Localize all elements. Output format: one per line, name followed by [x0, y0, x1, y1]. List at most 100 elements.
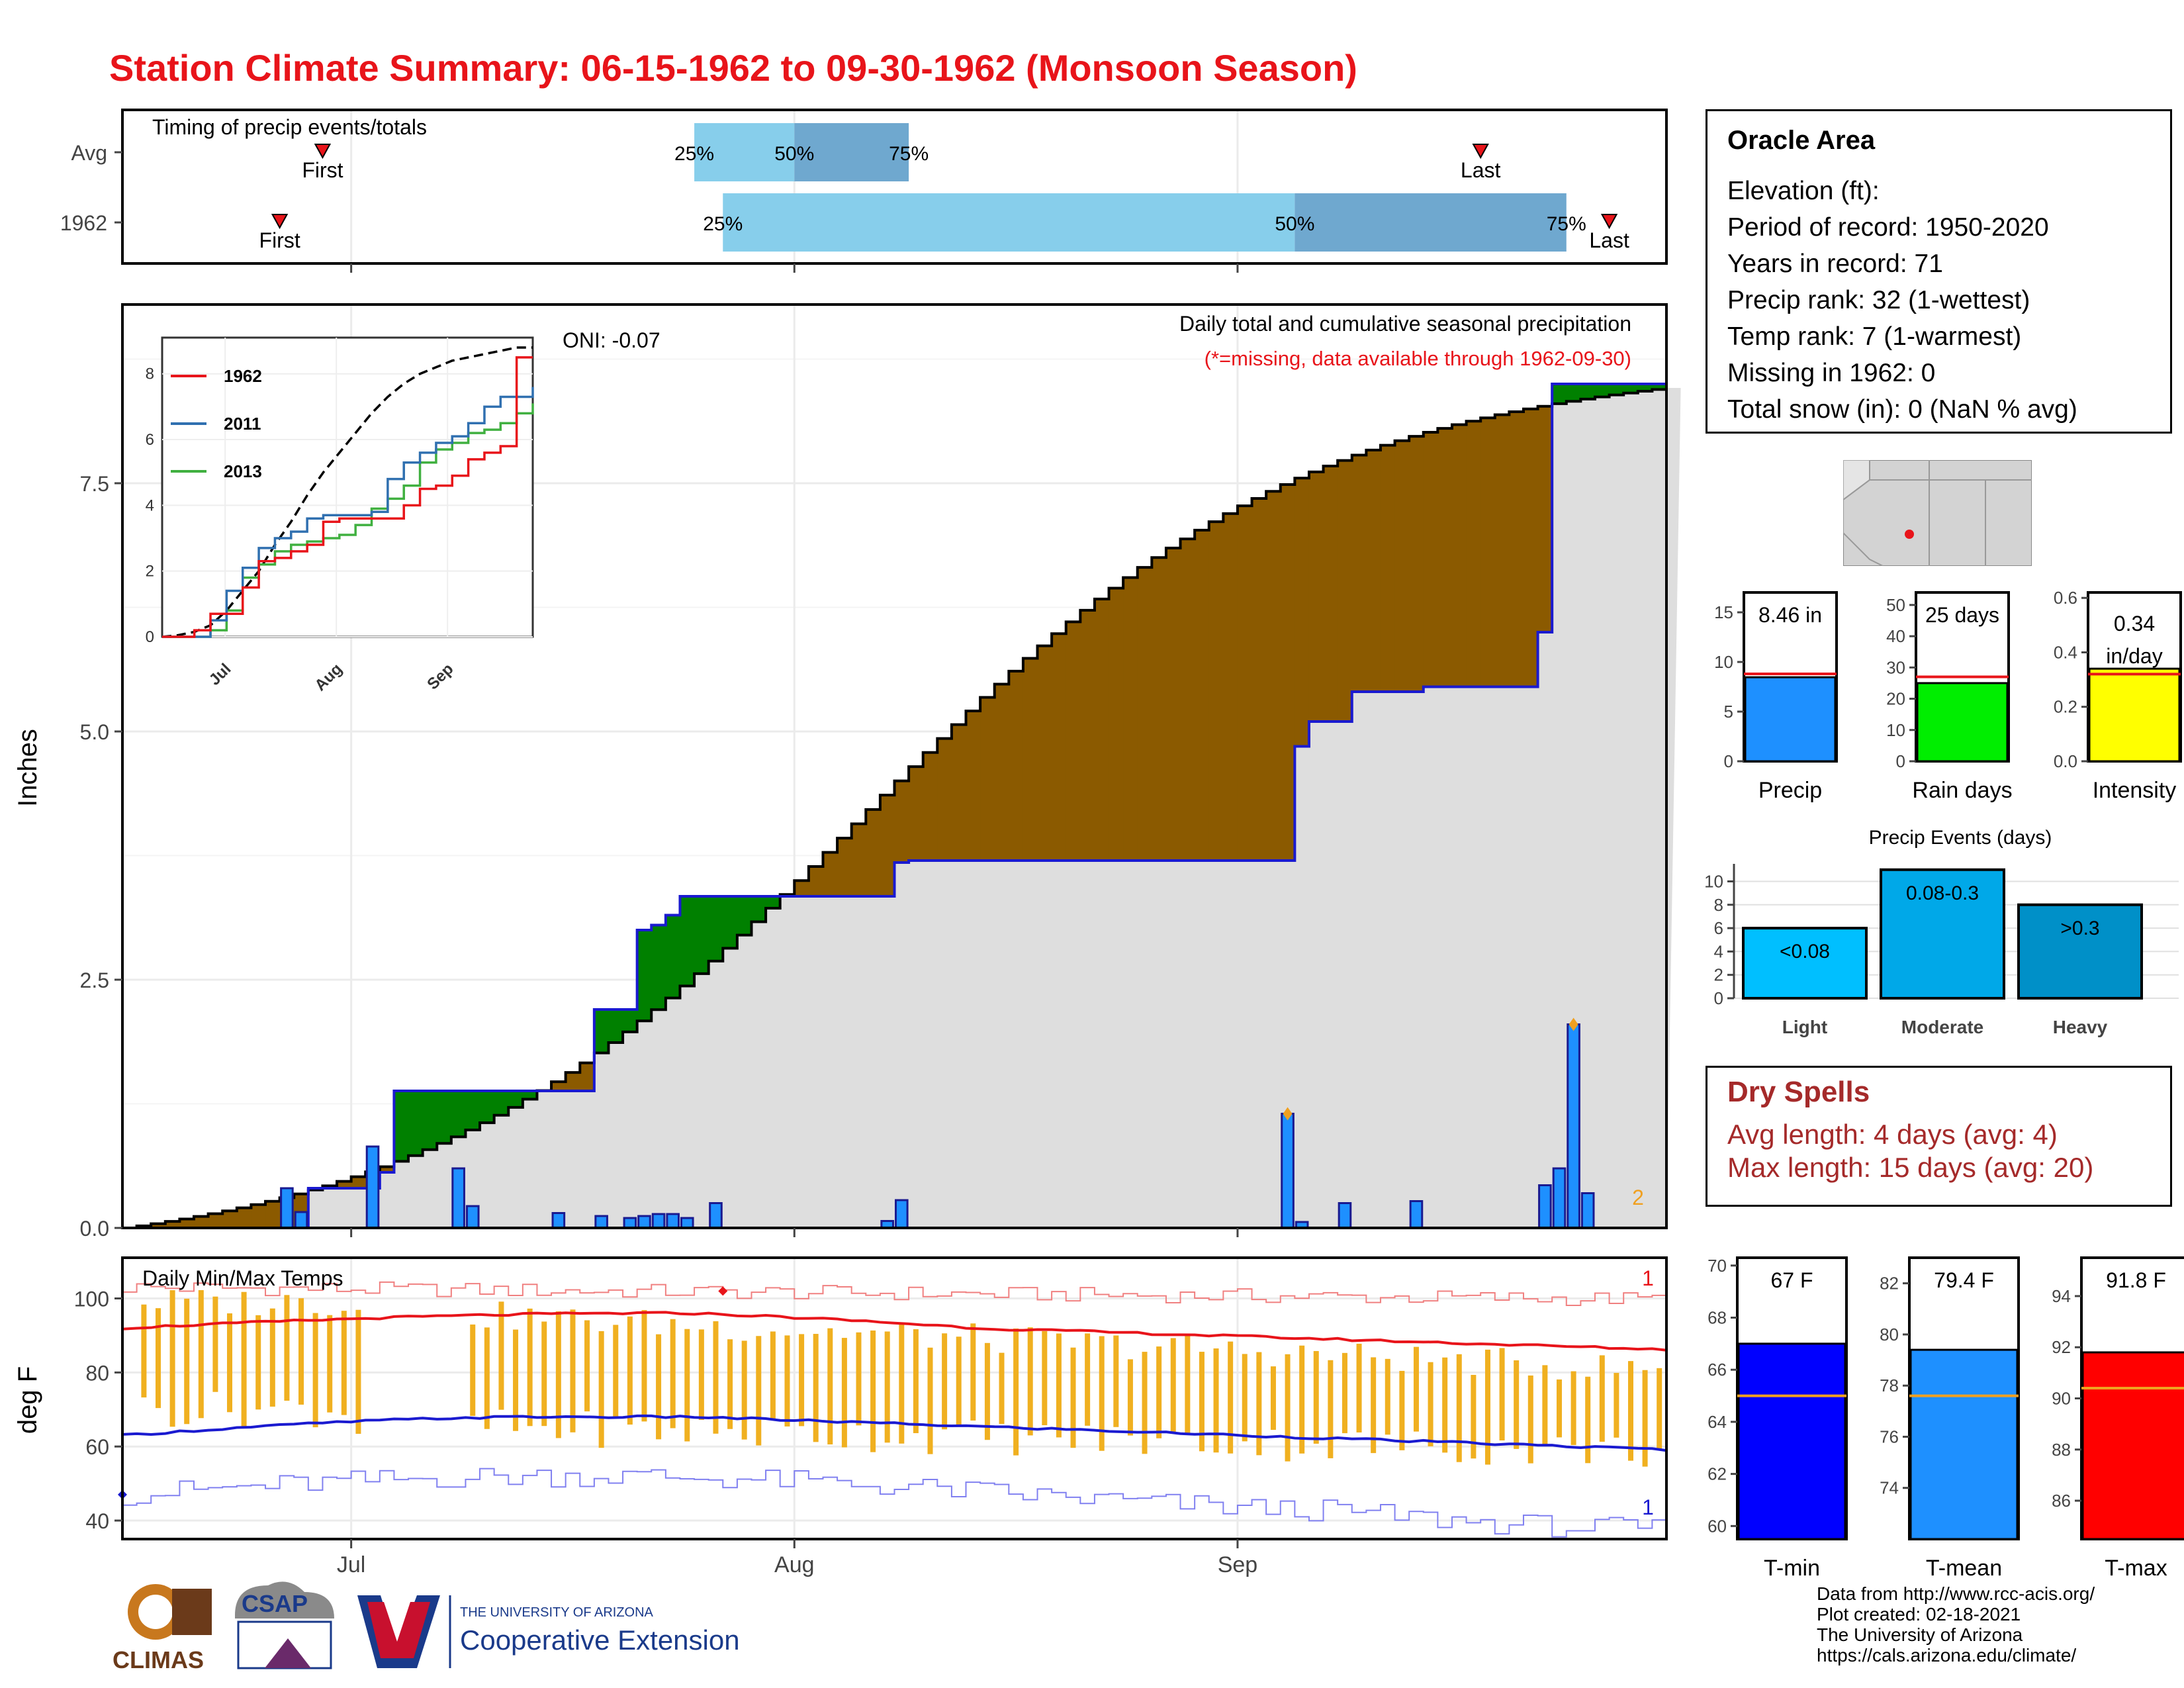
deficit-band: [1394, 440, 1410, 692]
timing-q75-label: 75%: [889, 143, 929, 165]
mini-bar-tick-label: 0: [1724, 751, 1733, 771]
daily-temp-bar: [484, 1327, 490, 1429]
timing-row-label: 1962: [60, 211, 107, 235]
inset-frame: [161, 336, 534, 638]
deficit-band: [794, 880, 809, 896]
first-marker: [314, 144, 332, 160]
daily-temp-bar: [913, 1329, 919, 1433]
temp-bar-value: [2081, 1351, 2184, 1540]
daily-temp-bar: [1328, 1360, 1334, 1458]
deficit-band: [1295, 478, 1310, 747]
temp-bar-charts: 67 F 60 62 64 66 68 70 T-min 79.4 F 74 76 78 80 82 T-m…: [1707, 1256, 2184, 1581]
mini-bar-value-label: 25 days: [1925, 603, 1999, 627]
temp-bar-tick-label: 76: [1880, 1427, 1899, 1446]
event-bar-label: 0.08-0.3: [1906, 882, 1979, 904]
daily-temp-bar: [1299, 1345, 1305, 1454]
daily-temp-bar: [1027, 1327, 1033, 1436]
deficit-band: [165, 1221, 181, 1228]
inset-y-tick-label: 4: [146, 496, 154, 514]
daily-precip-bar: [1580, 1192, 1595, 1229]
station-line: Precip rank: 32 (1-wettest): [1727, 286, 2030, 314]
daily-temp-bar: [141, 1304, 147, 1398]
daily-temp-bar: [1042, 1331, 1048, 1426]
daily-temp-bar: [527, 1308, 533, 1427]
daily-temp-bar: [284, 1295, 290, 1401]
x-tick-label: Aug: [774, 1552, 815, 1577]
deficit-band: [1195, 530, 1210, 861]
temp-y-axis-label: deg F: [13, 1366, 42, 1434]
average-cumulative-line: [122, 388, 1668, 1229]
daily-temp-bar: [942, 1333, 948, 1430]
mini-bar-tick-label: 0.0: [2054, 751, 2077, 771]
deficit-band: [1451, 424, 1467, 687]
temp-bar-label: T-min: [1764, 1556, 1820, 1581]
daily-temp-bar: [627, 1316, 633, 1425]
daily-precip-bar: [1538, 1184, 1552, 1229]
deficit-band: [1066, 622, 1081, 861]
deficit-band: [1023, 658, 1038, 861]
events-tick-label: 0: [1714, 988, 1723, 1008]
temp-bar-tick-label: 70: [1707, 1256, 1727, 1276]
daily-temp-bar: [670, 1319, 676, 1429]
temp-bar-label: T-mean: [1926, 1556, 2002, 1581]
daily-temp-bar: [1013, 1328, 1019, 1456]
station-line: Total snow (in): 0 (NaN % avg): [1727, 395, 2077, 424]
temp-bar-tick-label: 86: [2052, 1491, 2071, 1511]
surplus-band: [651, 925, 666, 1010]
daily-temp-bar: [1113, 1335, 1119, 1427]
first-label: First: [259, 228, 300, 252]
deficit-band: [951, 724, 967, 861]
mini-bar-value: [2088, 667, 2181, 763]
mini-bar-tick-label: 0.6: [2054, 588, 2077, 608]
deficit-band: [236, 1207, 252, 1228]
deficit-band: [937, 738, 952, 861]
temp-bar-tick-label: 60: [1707, 1516, 1727, 1536]
daily-precip-bar: [294, 1211, 308, 1229]
event-bar: [1742, 927, 1868, 1000]
daily-temp-bar: [355, 1309, 361, 1434]
mini-bar-tick-label: 0.2: [2054, 697, 2077, 717]
daily-temp-bar: [799, 1334, 805, 1427]
daily-precip-bar: [623, 1217, 637, 1229]
daily-temp-bar: [184, 1298, 190, 1425]
deficit-band: [1437, 428, 1453, 687]
mini-bar-tick-label: 50: [1886, 595, 1905, 615]
station-info: Oracle Area Elevation (ft): Period of re…: [1706, 109, 2172, 434]
deficit-band: [1338, 460, 1353, 722]
station-line: Period of record: 1950-2020: [1727, 213, 2049, 242]
y-axis-label: Inches: [13, 729, 42, 807]
deficit-band: [909, 767, 924, 861]
daily-temp-bar: [1456, 1354, 1462, 1462]
daily-temp-bar: [884, 1331, 890, 1443]
temp-bar-tick-label: 82: [1880, 1274, 1899, 1293]
deficit-band: [1351, 455, 1367, 692]
surplus-band: [1609, 384, 1624, 395]
deficit-band: [808, 867, 824, 896]
temp-bar-tick-label: 92: [2052, 1337, 2071, 1357]
svg-text:THE UNIVERSITY OF ARIZONA: THE UNIVERSITY OF ARIZONA: [460, 1605, 654, 1620]
daily-temp-bar: [1627, 1361, 1633, 1461]
timing-bar-q25-q50: [723, 193, 1295, 252]
surplus-band: [394, 1091, 409, 1162]
timing-q75-label: 75%: [1547, 213, 1586, 235]
temp-y-tick-label: 80: [85, 1361, 109, 1385]
daily-temp-bar: [1657, 1368, 1662, 1450]
surplus-band: [680, 896, 695, 986]
normal-high-line: [122, 1311, 1667, 1352]
daily-temp-bar: [1356, 1343, 1362, 1432]
daily-temp-bar: [212, 1296, 218, 1392]
record-high-count: 1: [1642, 1266, 1654, 1290]
station-line: Elevation (ft):: [1727, 177, 1880, 205]
mini-bar-label: Precip: [1758, 778, 1822, 803]
daily-temp-bar: [1442, 1357, 1448, 1453]
svg-text:Cooperative Extension: Cooperative Extension: [460, 1624, 740, 1656]
daily-temp-bar: [856, 1332, 862, 1426]
y-tick-label: 2.5: [80, 968, 109, 992]
deficit-band: [265, 1201, 281, 1228]
x-tick-label: Jul: [337, 1552, 365, 1577]
deficit-band: [1094, 598, 1110, 861]
deficit-band: [1123, 577, 1138, 861]
y-tick-label: 5.0: [80, 720, 109, 744]
daily-temp-bar: [1585, 1376, 1591, 1464]
deficit-band: [1323, 466, 1338, 722]
